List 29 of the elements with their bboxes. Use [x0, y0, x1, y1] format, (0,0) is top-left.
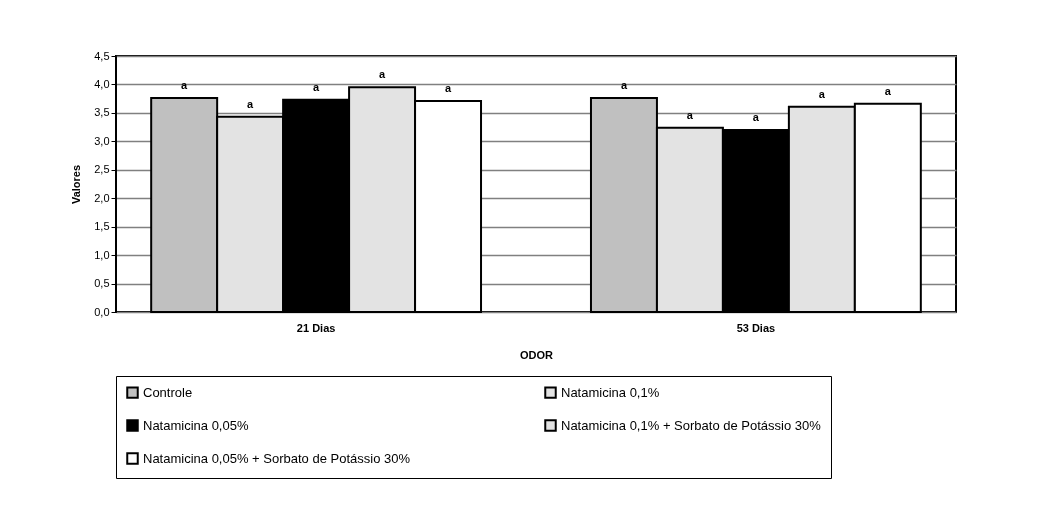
legend-label: Natamicina 0,1%	[561, 384, 660, 400]
data-label: a	[181, 79, 189, 92]
data-label: a	[752, 110, 760, 123]
y-tick-label: 4,5	[94, 49, 110, 62]
data-label: a	[313, 80, 321, 93]
data-label: a	[686, 108, 694, 121]
x-tick-label: 53 Dias	[736, 321, 776, 334]
y-tick-label: 4,0	[94, 77, 110, 90]
legend-label: Natamicina 0,05%	[143, 417, 249, 433]
legend-label: Natamicina 0,1% + Sorbato de Potássio 30%	[561, 417, 822, 433]
data-label: a	[247, 97, 255, 110]
data-label: a	[444, 81, 452, 94]
y-tick-label: 1,5	[94, 220, 110, 233]
y-tick-label: 3,5	[94, 106, 110, 119]
y-tick-label: 1,0	[94, 248, 110, 261]
legend-label: Controle	[143, 384, 193, 400]
y-tick-label: 2,0	[94, 191, 110, 204]
x-tick-label: 21 Dias	[296, 321, 336, 334]
y-tick-label: 0,5	[94, 277, 110, 290]
data-label: a	[620, 79, 628, 92]
data-label: a	[884, 84, 892, 97]
y-tick-label: 2,5	[94, 163, 110, 176]
y-axis-title: Valores	[70, 164, 83, 205]
y-tick-label: 0,0	[94, 305, 110, 318]
y-tick-label: 3,0	[94, 134, 110, 147]
x-axis-title: ODOR	[520, 348, 554, 361]
legend-label: Natamicina 0,05% + Sorbato de Potássio 30%	[143, 450, 411, 466]
data-label: a	[379, 68, 387, 81]
data-label: a	[818, 87, 826, 100]
